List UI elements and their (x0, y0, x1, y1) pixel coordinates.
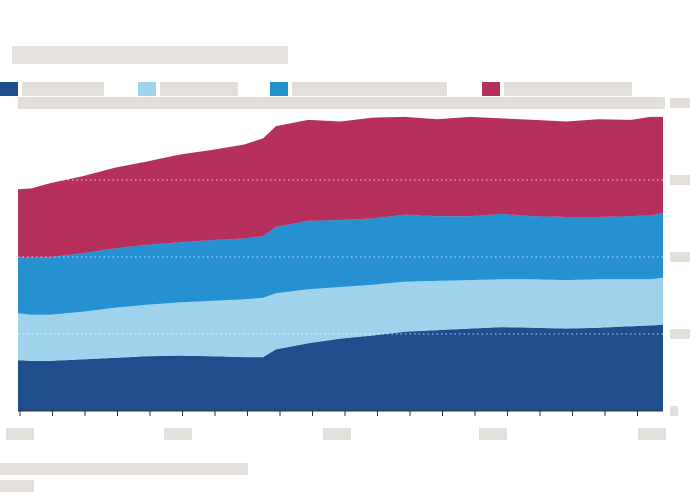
legend-label-placeholder-2 (160, 82, 238, 96)
area-series-2 (18, 277, 663, 361)
x-tick-label-placeholder-2 (323, 428, 351, 440)
legend-swatch-series-4 (482, 82, 500, 96)
area-layers (18, 116, 663, 411)
y-tick-label-placeholder-1 (670, 329, 690, 339)
area-series-3 (18, 213, 663, 315)
legend-swatch-series-2 (138, 82, 156, 96)
chart-subtitle-placeholder (12, 46, 288, 64)
source-note-placeholder-2 (0, 480, 34, 492)
x-tick-label-placeholder-0 (6, 428, 34, 440)
y-tick-label-placeholder-0 (670, 406, 678, 416)
top-band-placeholder (18, 97, 665, 109)
x-tick-label-placeholder-4 (638, 428, 666, 440)
legend-label-placeholder-4 (504, 82, 632, 96)
y-tick-label-placeholder-2 (670, 252, 690, 262)
area-series-1 (18, 324, 663, 411)
x-tick-label-placeholder-1 (164, 428, 192, 440)
gridlines (18, 179, 663, 412)
legend (0, 82, 700, 96)
legend-label-placeholder-1 (22, 82, 104, 96)
area-series-4 (18, 116, 663, 258)
y-axis-ticks (670, 98, 690, 416)
source-note-placeholder (0, 463, 248, 475)
legend-swatch-series-3 (270, 82, 288, 96)
x-tick-label-placeholder-3 (479, 428, 507, 440)
x-axis-ticks (6, 411, 666, 440)
y-tick-label-placeholder-4 (670, 98, 690, 108)
legend-label-placeholder-3 (292, 82, 447, 96)
y-tick-label-placeholder-3 (670, 175, 690, 185)
legend-swatch-series-1 (0, 82, 18, 96)
